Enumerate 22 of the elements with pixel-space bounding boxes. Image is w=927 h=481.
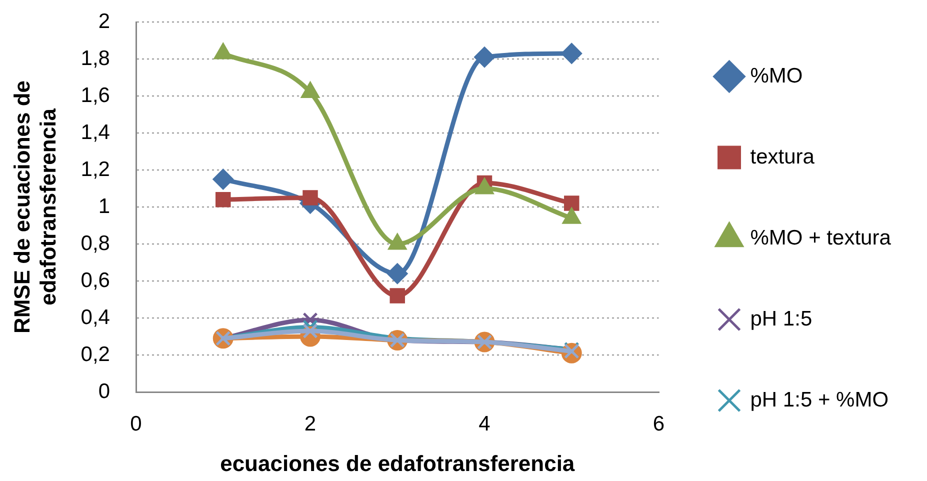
legend-label: pH 1:5: [750, 307, 812, 330]
y-tick-label: 0,6: [80, 268, 110, 292]
legend-label: %MO: [750, 64, 803, 88]
y-tick-label: 2: [98, 10, 110, 33]
y-tick-label: 1,8: [80, 46, 110, 70]
legend-label: textura: [750, 145, 815, 168]
y-axis-title: RMSE de ecuaciones de edafotransferencia: [9, 80, 61, 334]
x-tick-label: 2: [304, 412, 316, 436]
y-tick-label: 0,2: [80, 342, 110, 366]
y-tick-label: 1,4: [80, 120, 110, 144]
x-tick-label: 6: [652, 412, 665, 436]
x-axis-title: ecuaciones de edafotransferencia: [220, 450, 576, 476]
x-tick-label: 4: [478, 412, 491, 436]
y-tick-label: 1,6: [80, 84, 110, 107]
y-tick-label: 0,4: [80, 306, 110, 329]
y-tick-label: 0,8: [80, 232, 110, 255]
y-tick-label: 0: [98, 380, 110, 403]
y-tick-label: 1: [98, 194, 110, 218]
legend-label: pH 1:5 + %MO: [750, 388, 889, 412]
x-tick-label: 0: [130, 412, 142, 436]
y-tick-label: 1,2: [80, 158, 110, 181]
legend-label: %MO + textura: [750, 226, 892, 250]
